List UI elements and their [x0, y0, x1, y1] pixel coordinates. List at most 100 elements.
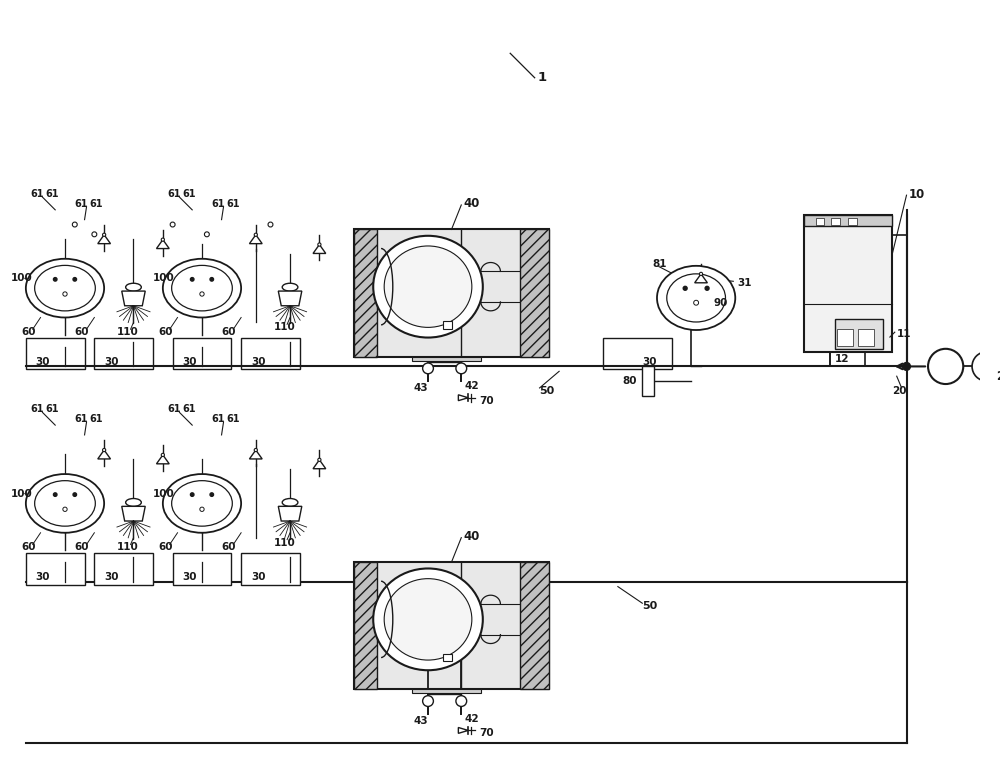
Polygon shape — [156, 240, 169, 248]
Text: 30: 30 — [36, 572, 50, 582]
Text: 61: 61 — [31, 405, 44, 415]
Circle shape — [190, 493, 194, 497]
Circle shape — [318, 458, 321, 461]
Bar — [858, 329, 874, 346]
Circle shape — [705, 286, 709, 290]
Text: 10: 10 — [908, 187, 925, 200]
Circle shape — [204, 232, 209, 237]
Text: 90: 90 — [714, 298, 728, 308]
Text: 60: 60 — [75, 543, 89, 553]
Polygon shape — [122, 291, 145, 306]
Circle shape — [63, 507, 67, 511]
Text: 61: 61 — [226, 199, 240, 209]
Text: 110: 110 — [117, 543, 139, 553]
Bar — [26, 338, 85, 369]
Ellipse shape — [163, 474, 241, 533]
Text: 30: 30 — [642, 356, 657, 366]
Circle shape — [423, 363, 433, 374]
Circle shape — [161, 453, 164, 456]
Text: 100: 100 — [153, 274, 175, 284]
Text: 30: 30 — [251, 572, 265, 582]
Text: 30: 30 — [182, 572, 197, 582]
Circle shape — [268, 222, 273, 227]
Ellipse shape — [384, 246, 472, 328]
Text: 61: 61 — [75, 414, 88, 424]
Circle shape — [103, 233, 106, 237]
Circle shape — [53, 493, 57, 497]
Text: 61: 61 — [212, 199, 225, 209]
Bar — [603, 338, 672, 369]
Ellipse shape — [282, 283, 298, 291]
Bar — [520, 230, 549, 357]
Text: 110: 110 — [273, 322, 295, 332]
Circle shape — [683, 286, 687, 290]
Text: 42: 42 — [464, 381, 479, 391]
Text: 50: 50 — [642, 601, 658, 611]
Text: 43: 43 — [413, 383, 428, 393]
Circle shape — [210, 493, 214, 497]
Ellipse shape — [172, 480, 232, 526]
Text: 61: 61 — [168, 405, 181, 415]
Text: 60: 60 — [222, 543, 236, 553]
Bar — [443, 654, 452, 662]
Circle shape — [928, 348, 963, 384]
Text: 61: 61 — [168, 189, 181, 199]
Circle shape — [161, 238, 164, 241]
Circle shape — [456, 363, 467, 374]
Bar — [816, 217, 824, 224]
Text: 61: 61 — [212, 414, 225, 424]
Ellipse shape — [172, 265, 232, 311]
Circle shape — [210, 278, 214, 281]
Polygon shape — [278, 291, 302, 306]
Polygon shape — [156, 455, 169, 464]
Ellipse shape — [282, 499, 298, 507]
Bar — [354, 562, 549, 689]
Bar — [354, 230, 377, 357]
Text: 61: 61 — [89, 199, 103, 209]
Ellipse shape — [126, 283, 141, 291]
Text: 61: 61 — [89, 414, 103, 424]
Text: 30: 30 — [251, 356, 265, 366]
Text: 20: 20 — [892, 386, 906, 396]
Text: 61: 61 — [75, 199, 88, 209]
Circle shape — [456, 695, 467, 706]
Polygon shape — [98, 234, 110, 244]
Polygon shape — [249, 450, 262, 459]
Ellipse shape — [384, 579, 472, 660]
Text: 50: 50 — [540, 386, 555, 396]
Text: 61: 61 — [45, 405, 59, 415]
Text: 61: 61 — [31, 189, 44, 199]
Bar — [412, 357, 481, 361]
Circle shape — [63, 292, 67, 296]
Ellipse shape — [35, 480, 95, 526]
Text: 110: 110 — [117, 327, 139, 337]
Circle shape — [72, 222, 77, 227]
Text: 31: 31 — [737, 278, 752, 288]
Text: 60: 60 — [21, 327, 35, 337]
Bar — [94, 554, 153, 584]
Text: 30: 30 — [182, 356, 197, 366]
Ellipse shape — [35, 265, 95, 311]
Text: 60: 60 — [158, 327, 172, 337]
Text: 110: 110 — [273, 537, 295, 547]
Ellipse shape — [126, 499, 141, 507]
Bar — [831, 217, 840, 224]
Text: 60: 60 — [21, 543, 35, 553]
Circle shape — [423, 695, 433, 706]
Text: 1: 1 — [538, 71, 547, 84]
Text: 60: 60 — [222, 327, 236, 337]
Bar — [804, 215, 892, 227]
Text: 100: 100 — [11, 274, 33, 284]
Bar — [848, 217, 857, 224]
Polygon shape — [313, 460, 326, 469]
Text: 30: 30 — [36, 356, 50, 366]
Ellipse shape — [373, 568, 483, 670]
Circle shape — [694, 300, 699, 305]
Polygon shape — [249, 234, 262, 244]
Circle shape — [903, 362, 910, 370]
Polygon shape — [695, 274, 707, 283]
Circle shape — [318, 243, 321, 246]
Text: 61: 61 — [45, 189, 59, 199]
Polygon shape — [278, 507, 302, 521]
Bar — [520, 562, 549, 689]
